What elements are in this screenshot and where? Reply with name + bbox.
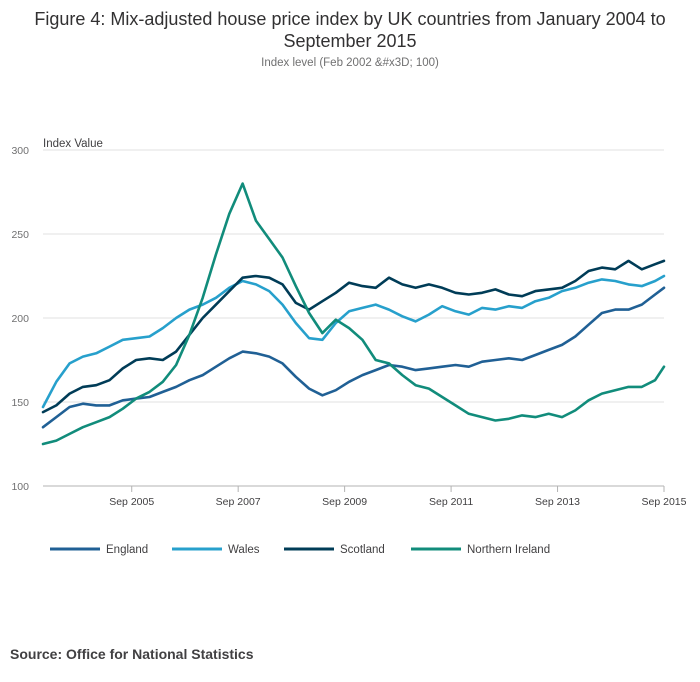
y-tick-label: 200 bbox=[11, 313, 29, 325]
chart-title: Figure 4: Mix-adjusted house price index… bbox=[34, 9, 666, 51]
legend-label-northern-ireland: Northern Ireland bbox=[467, 544, 550, 556]
series-line-northern-ireland bbox=[41, 182, 666, 446]
gridlines bbox=[43, 149, 664, 487]
y-axis-label: Index Value bbox=[43, 138, 103, 150]
series-line-scotland bbox=[41, 259, 666, 414]
y-tick-label: 300 bbox=[11, 145, 29, 157]
legend-item-northern-ireland[interactable]: Northern Ireland bbox=[411, 544, 550, 556]
x-tick-label: Sep 2015 bbox=[642, 496, 687, 508]
legend-item-england[interactable]: England bbox=[50, 544, 148, 556]
legend-item-wales[interactable]: Wales bbox=[172, 544, 260, 556]
x-tick-label: Sep 2011 bbox=[429, 496, 473, 508]
x-tick-label: Sep 2007 bbox=[216, 496, 261, 508]
legend-item-scotland[interactable]: Scotland bbox=[284, 544, 385, 556]
legend-label-england: England bbox=[106, 544, 148, 556]
legend-label-scotland: Scotland bbox=[340, 544, 385, 556]
y-axis-ticks: 100 150 200 250 300 bbox=[11, 145, 29, 493]
y-tick-label: 100 bbox=[11, 481, 29, 493]
series-line-wales bbox=[41, 274, 666, 409]
legend-label-wales: Wales bbox=[228, 544, 260, 556]
chart-subtitle: Index level (Feb 2002 &#x3D; 100) bbox=[261, 57, 439, 69]
x-axis: Sep 2005 Sep 2007 Sep 2009 Sep 2011 Sep 2013… bbox=[109, 486, 687, 508]
y-tick-label: 150 bbox=[11, 397, 29, 409]
x-tick-label: Sep 2009 bbox=[322, 496, 367, 508]
source-note: Source: Office for National Statistics bbox=[10, 646, 254, 662]
y-tick-label: 250 bbox=[11, 229, 29, 241]
x-tick-label: Sep 2013 bbox=[535, 496, 580, 508]
legend[interactable]: England Wales Scotland Northern Ireland bbox=[50, 544, 550, 556]
x-tick-label: Sep 2005 bbox=[109, 496, 154, 508]
series-lines bbox=[41, 182, 666, 446]
series-line-england bbox=[41, 286, 666, 429]
